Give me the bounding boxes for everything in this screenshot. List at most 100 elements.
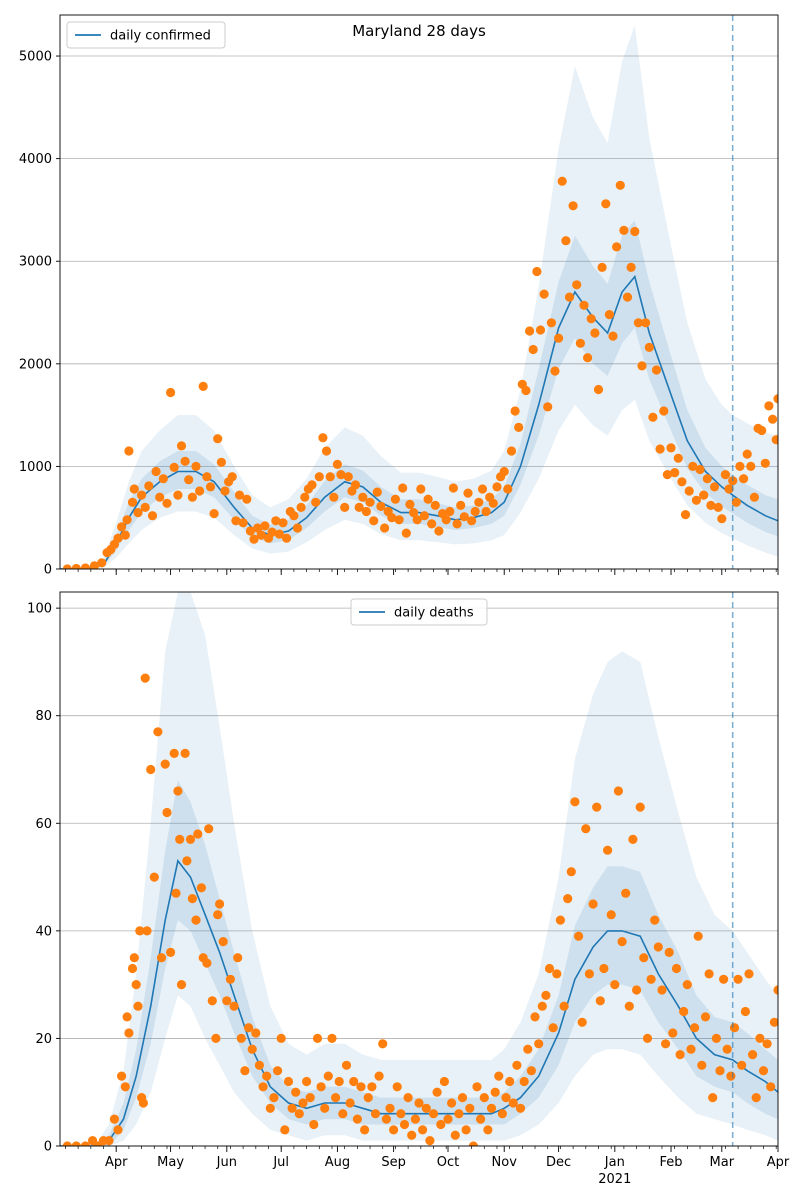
observed-point: [456, 500, 466, 510]
observed-point: [354, 502, 364, 512]
observed-point: [508, 1098, 518, 1108]
observed-point: [463, 488, 473, 498]
observed-point: [459, 512, 469, 522]
observed-point: [534, 1039, 544, 1049]
observed-point: [204, 824, 214, 834]
observed-point: [735, 461, 745, 471]
observed-point: [262, 1071, 272, 1081]
observed-point: [719, 974, 729, 984]
observed-point: [724, 484, 734, 494]
observed-point: [476, 1114, 486, 1124]
observed-point: [298, 1098, 308, 1108]
observed-point: [109, 1114, 119, 1124]
observed-point: [191, 461, 201, 471]
observed-point: [142, 926, 152, 936]
observed-point: [156, 953, 167, 963]
observed-point: [320, 1103, 330, 1113]
observed-point: [334, 1076, 344, 1087]
observed-point: [486, 1103, 497, 1113]
observed-point: [209, 508, 219, 519]
observed-point: [639, 953, 649, 963]
observed-point: [439, 1076, 449, 1087]
observed-point: [155, 492, 165, 502]
observed-point: [661, 1039, 671, 1049]
observed-point: [169, 748, 179, 759]
observed-point: [521, 385, 531, 396]
observed-point: [454, 1109, 464, 1119]
observed-point: [644, 342, 654, 352]
observed-point: [675, 1050, 685, 1060]
observed-point: [343, 472, 353, 482]
observed-point: [305, 1093, 315, 1103]
observed-point: [704, 969, 714, 979]
observed-point: [637, 361, 647, 371]
observed-point: [729, 1023, 740, 1033]
observed-point: [256, 530, 266, 540]
observed-point: [597, 262, 607, 272]
observed-point: [267, 527, 277, 537]
observed-point: [452, 519, 462, 529]
observed-point: [151, 466, 161, 477]
observed-point: [282, 533, 292, 543]
observed-point: [363, 1093, 373, 1103]
observed-point: [166, 947, 176, 958]
observed-point: [599, 963, 609, 974]
observed-point: [187, 894, 197, 904]
observed-point: [593, 384, 604, 395]
observed-point: [711, 1033, 722, 1043]
observed-point: [664, 947, 674, 958]
observed-point: [318, 433, 328, 443]
observed-point: [289, 511, 299, 521]
observed-point: [360, 1125, 370, 1135]
y-tick-label: 3000: [19, 255, 52, 270]
observed-point: [300, 492, 310, 502]
observed-point: [574, 931, 584, 941]
observed-point: [380, 523, 390, 533]
observed-point: [405, 499, 415, 509]
observed-point: [621, 888, 631, 898]
observed-point: [173, 786, 183, 796]
observed-point: [588, 899, 598, 909]
observed-point: [503, 484, 513, 494]
observed-point: [247, 1044, 257, 1054]
observed-point: [768, 414, 778, 424]
observed-point: [539, 289, 549, 299]
observed-point: [314, 472, 324, 482]
observed-point: [757, 425, 767, 436]
observed-point: [530, 1012, 540, 1022]
observed-point: [720, 470, 731, 480]
observed-point: [180, 748, 190, 759]
observed-point: [401, 528, 411, 538]
observed-point: [176, 980, 187, 990]
observed-point: [321, 446, 332, 456]
observed-point: [552, 969, 562, 979]
observed-point: [358, 492, 368, 502]
observed-point: [523, 1044, 533, 1054]
observed-point: [532, 266, 542, 277]
observed-point: [374, 1071, 384, 1081]
observed-point: [307, 480, 317, 490]
observed-point: [129, 484, 139, 494]
observed-point: [271, 516, 281, 526]
observed-point: [216, 457, 226, 467]
observed-point: [195, 486, 205, 496]
observed-point: [619, 225, 629, 235]
outer-uncertainty-band: [60, 592, 778, 1146]
observed-point: [312, 1033, 323, 1043]
observed-point: [671, 963, 682, 974]
observed-point: [113, 1125, 123, 1135]
observed-point: [62, 564, 72, 569]
observed-point: [642, 1033, 653, 1043]
axes-frame: [59, 14, 779, 570]
observed-point: [505, 1076, 515, 1087]
observed-point: [488, 498, 498, 508]
observed-point: [62, 1141, 72, 1146]
observed-point: [258, 1082, 268, 1092]
observed-point: [309, 1119, 319, 1130]
observed-point: [708, 1093, 718, 1103]
observed-point: [595, 996, 605, 1006]
observed-point: [398, 483, 408, 493]
observed-point: [579, 300, 589, 310]
observed-point: [340, 502, 350, 512]
observed-point: [120, 530, 130, 540]
